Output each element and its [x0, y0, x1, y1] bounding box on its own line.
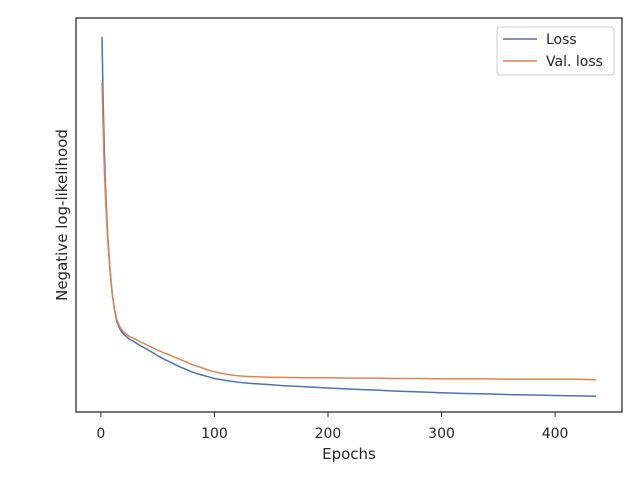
x-tick-label: 100 [201, 426, 228, 442]
x-ticks: 0 100 200 300 400 [96, 412, 568, 442]
legend-label-val-loss: Val. loss [546, 54, 603, 70]
legend: Loss Val. loss [496, 26, 615, 76]
series-layer [101, 36, 597, 397]
x-tick-label: 200 [315, 426, 342, 442]
x-tick-label: 300 [428, 426, 455, 442]
x-axis-label: Epochs [322, 445, 376, 463]
series-line-val-loss [101, 82, 597, 381]
legend-label-loss: Loss [546, 32, 577, 48]
x-tick-label: 0 [96, 426, 105, 442]
x-tick-label: 400 [542, 426, 569, 442]
plot-frame [75, 17, 623, 413]
y-axis-label: Negative log-likelihood [53, 129, 71, 301]
